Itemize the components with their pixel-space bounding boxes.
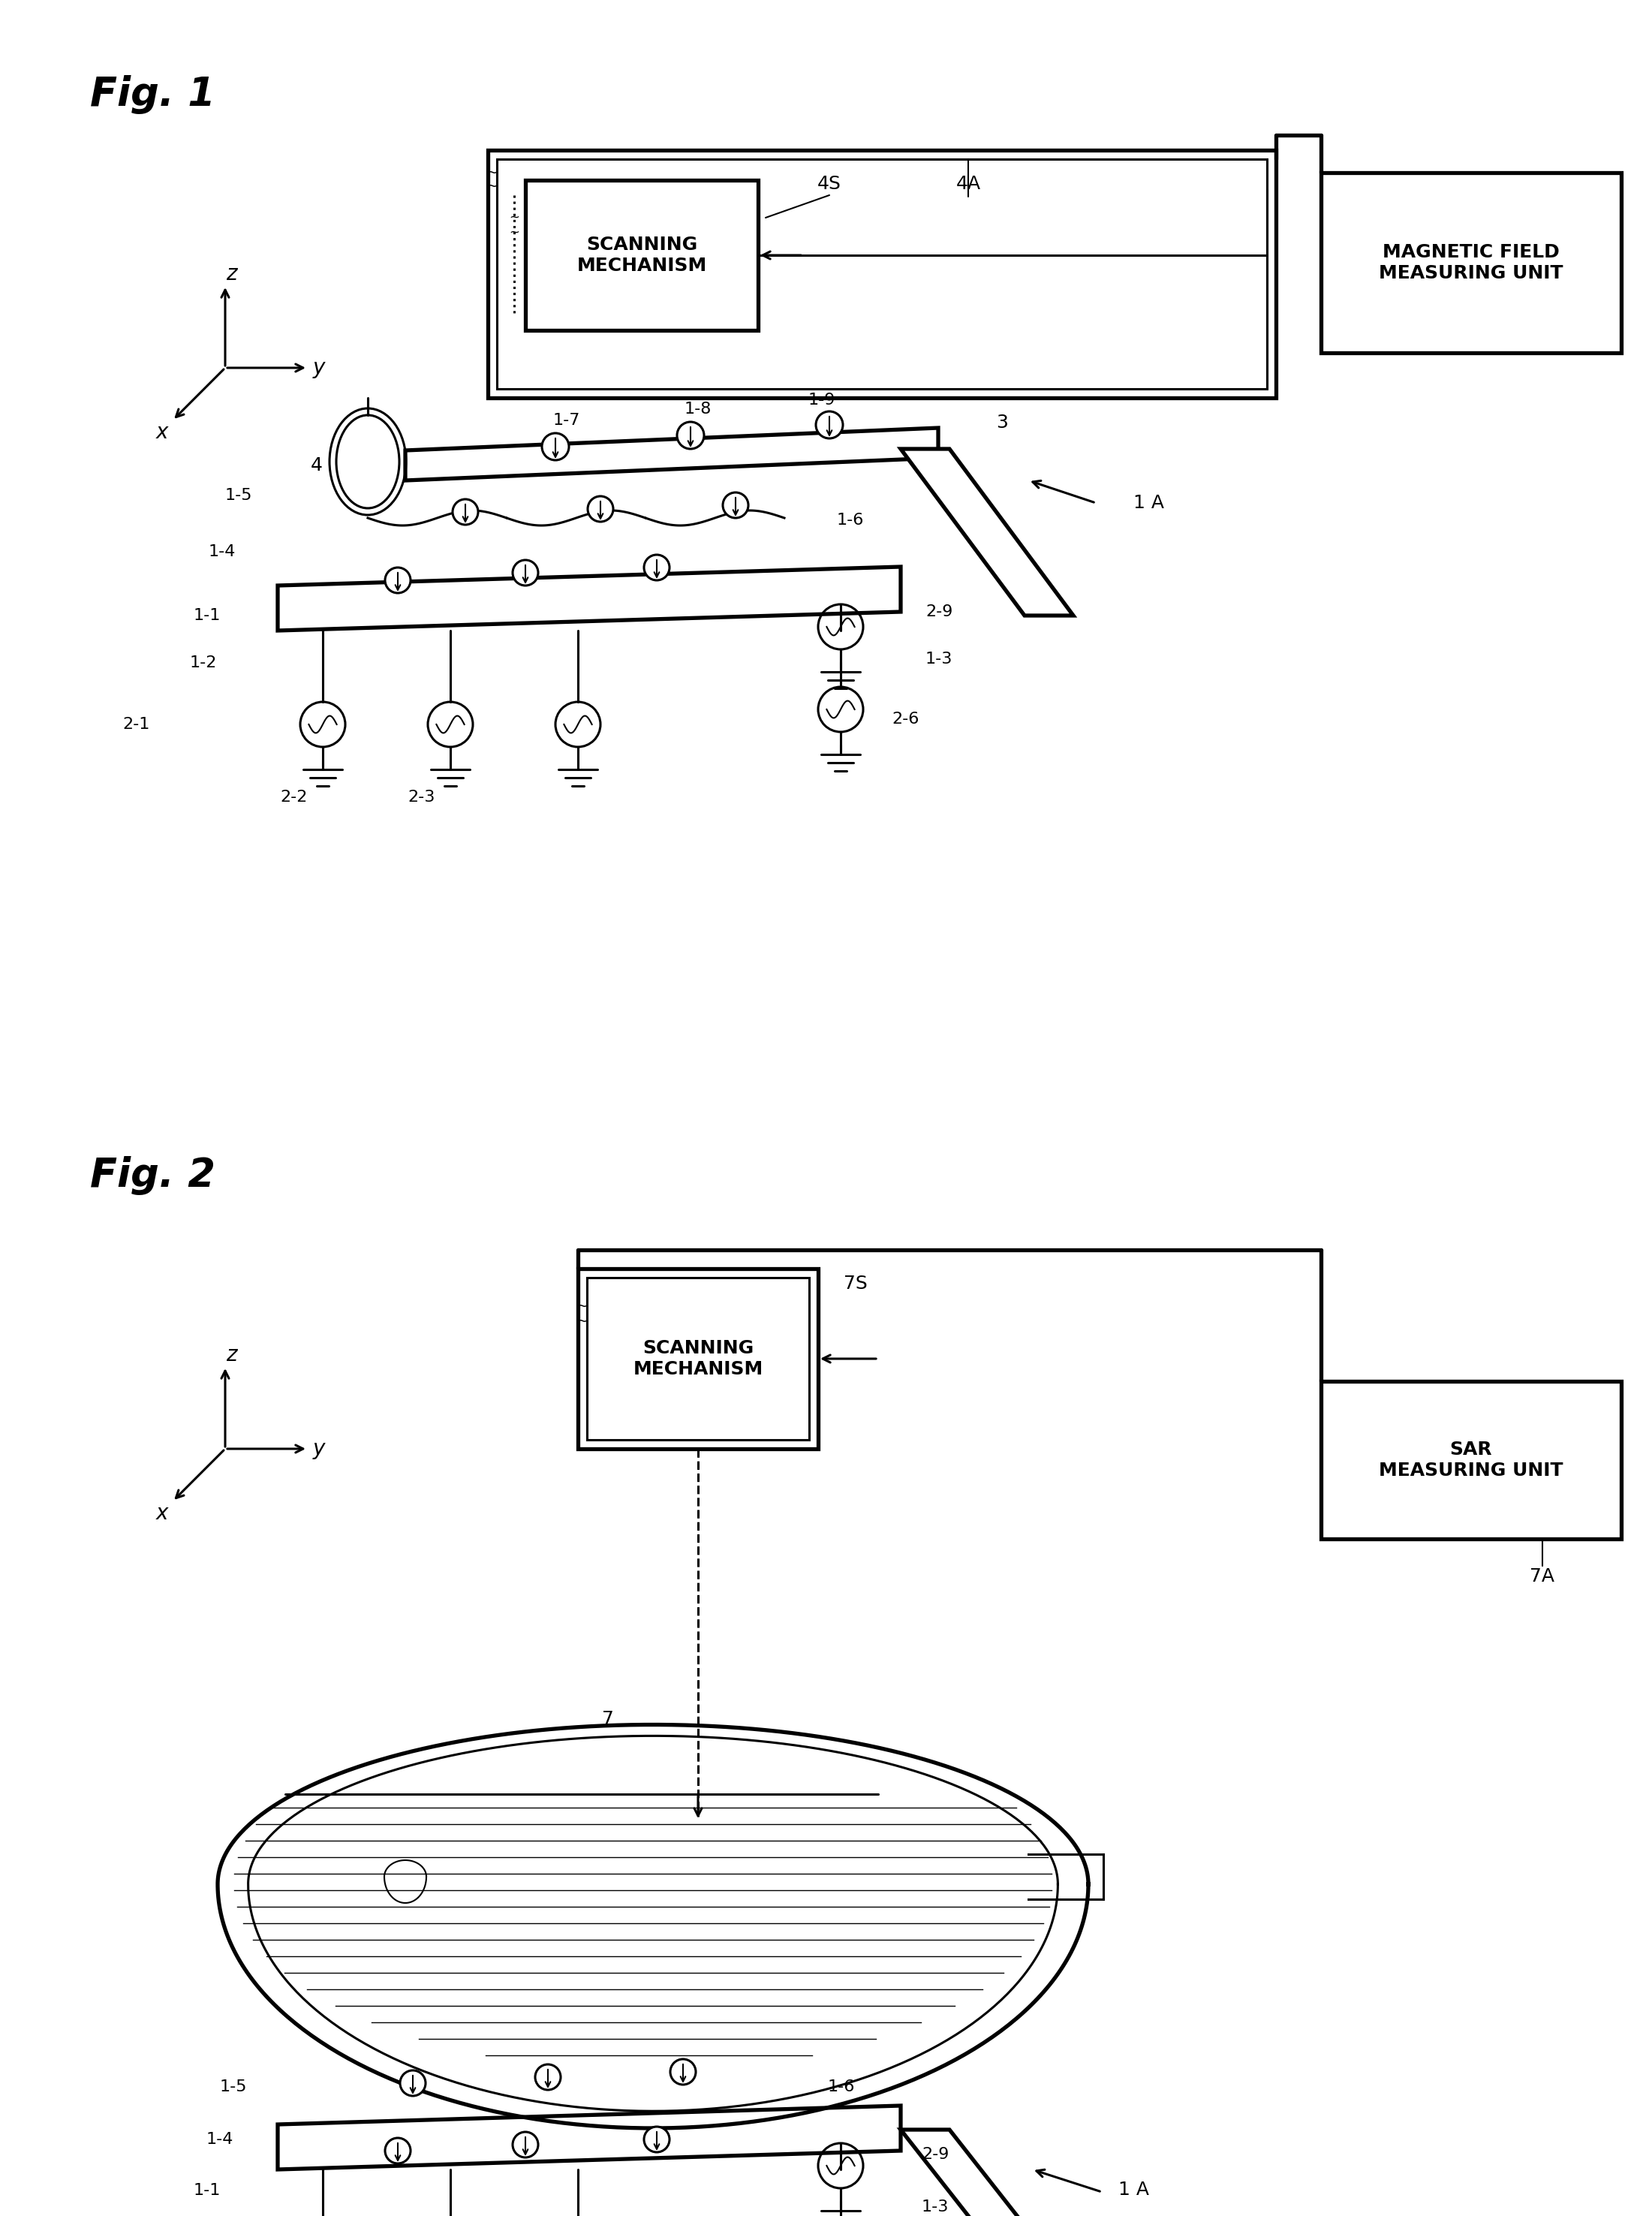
- Text: x: x: [155, 1502, 169, 1525]
- Circle shape: [724, 492, 748, 519]
- Text: 2-9: 2-9: [925, 605, 953, 618]
- Polygon shape: [900, 450, 1074, 616]
- Text: SAR
MEASURING UNIT: SAR MEASURING UNIT: [1379, 1440, 1563, 1480]
- Text: 2-9: 2-9: [922, 2147, 948, 2163]
- Text: 3: 3: [996, 414, 1008, 432]
- Text: 1-6: 1-6: [828, 2079, 856, 2094]
- Text: 1-3: 1-3: [925, 652, 953, 667]
- Text: MAGNETIC FIELD
MEASURING UNIT: MAGNETIC FIELD MEASURING UNIT: [1379, 244, 1563, 281]
- Text: ~: ~: [509, 211, 519, 224]
- Polygon shape: [278, 567, 900, 632]
- Text: ~: ~: [509, 226, 519, 239]
- Polygon shape: [900, 2130, 1080, 2216]
- Bar: [497, 160, 1267, 388]
- Text: 1-5: 1-5: [220, 2079, 248, 2094]
- Text: 1-1: 1-1: [193, 2183, 221, 2198]
- Circle shape: [644, 554, 669, 581]
- Text: ~: ~: [577, 1299, 588, 1314]
- Text: 1 A: 1 A: [1118, 2181, 1150, 2198]
- Circle shape: [400, 2070, 426, 2096]
- Text: z: z: [226, 1345, 236, 1365]
- Text: 1-4: 1-4: [208, 545, 236, 558]
- Text: 2-1: 2-1: [122, 718, 150, 731]
- Text: SCANNING
MECHANISM: SCANNING MECHANISM: [577, 235, 707, 275]
- Text: 1-4: 1-4: [206, 2132, 233, 2147]
- Text: 1-2: 1-2: [190, 656, 216, 671]
- Text: 2-2: 2-2: [281, 789, 307, 804]
- Circle shape: [512, 2132, 539, 2158]
- Circle shape: [542, 432, 568, 461]
- Text: 1-7: 1-7: [553, 412, 580, 428]
- Text: ~: ~: [486, 166, 499, 179]
- Text: 4: 4: [311, 456, 322, 474]
- Text: 7S: 7S: [844, 1274, 867, 1292]
- Bar: [487, 151, 1275, 399]
- Text: Fig. 2: Fig. 2: [91, 1157, 215, 1194]
- Text: y: y: [312, 1438, 325, 1460]
- Circle shape: [512, 561, 539, 585]
- Text: ~: ~: [486, 179, 499, 193]
- Text: x: x: [155, 421, 169, 443]
- Text: 1-1: 1-1: [193, 607, 221, 623]
- Bar: [1322, 173, 1621, 352]
- Bar: [586, 1279, 809, 1440]
- Text: 1-8: 1-8: [684, 401, 712, 417]
- Bar: [525, 179, 758, 330]
- Text: ~: ~: [577, 1314, 588, 1327]
- Text: 7A: 7A: [1530, 1567, 1555, 1584]
- Text: 1-6: 1-6: [838, 512, 864, 527]
- Circle shape: [453, 499, 477, 525]
- Bar: [1322, 1381, 1621, 1538]
- Text: 1 A: 1 A: [1133, 494, 1165, 512]
- Circle shape: [385, 2138, 411, 2163]
- Circle shape: [816, 412, 843, 439]
- Circle shape: [535, 2065, 560, 2090]
- Circle shape: [588, 496, 613, 521]
- Bar: [578, 1268, 818, 1449]
- Text: 1-3: 1-3: [922, 2200, 948, 2214]
- Text: 4A: 4A: [957, 175, 981, 193]
- Circle shape: [671, 2059, 695, 2085]
- Text: SCANNING
MECHANISM: SCANNING MECHANISM: [633, 1338, 763, 1378]
- Circle shape: [677, 421, 704, 450]
- Text: z: z: [226, 264, 236, 284]
- Text: 2-6: 2-6: [892, 711, 919, 727]
- Text: 1-9: 1-9: [808, 392, 836, 408]
- Text: 4S: 4S: [818, 175, 841, 193]
- Text: 2-3: 2-3: [408, 789, 436, 804]
- Text: 7: 7: [601, 1711, 615, 1728]
- Circle shape: [385, 567, 411, 594]
- Polygon shape: [278, 2105, 900, 2169]
- Circle shape: [644, 2127, 669, 2152]
- Text: Fig. 1: Fig. 1: [91, 75, 215, 113]
- Text: 1-5: 1-5: [225, 488, 253, 503]
- Text: y: y: [312, 357, 325, 379]
